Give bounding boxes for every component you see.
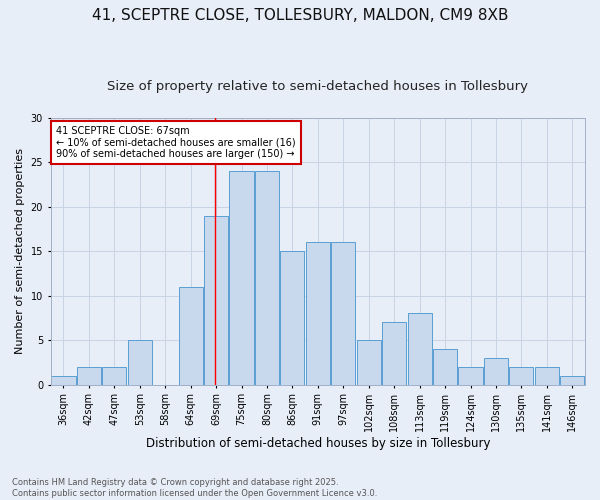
Bar: [128, 340, 152, 384]
Y-axis label: Number of semi-detached properties: Number of semi-detached properties: [15, 148, 25, 354]
Bar: [535, 367, 559, 384]
Bar: [204, 216, 228, 384]
Bar: [179, 286, 203, 384]
Bar: [77, 367, 101, 384]
Text: 41, SCEPTRE CLOSE, TOLLESBURY, MALDON, CM9 8XB: 41, SCEPTRE CLOSE, TOLLESBURY, MALDON, C…: [92, 8, 508, 22]
Bar: [458, 367, 482, 384]
Bar: [331, 242, 355, 384]
Bar: [229, 171, 254, 384]
Title: Size of property relative to semi-detached houses in Tollesbury: Size of property relative to semi-detach…: [107, 80, 529, 93]
Text: Contains HM Land Registry data © Crown copyright and database right 2025.
Contai: Contains HM Land Registry data © Crown c…: [12, 478, 377, 498]
Bar: [509, 367, 533, 384]
Text: 41 SCEPTRE CLOSE: 67sqm
← 10% of semi-detached houses are smaller (16)
90% of se: 41 SCEPTRE CLOSE: 67sqm ← 10% of semi-de…: [56, 126, 296, 159]
Bar: [280, 251, 304, 384]
Bar: [407, 314, 432, 384]
Bar: [382, 322, 406, 384]
Bar: [102, 367, 127, 384]
Bar: [484, 358, 508, 384]
Bar: [52, 376, 76, 384]
Bar: [255, 171, 279, 384]
Bar: [356, 340, 381, 384]
Bar: [306, 242, 330, 384]
Bar: [560, 376, 584, 384]
X-axis label: Distribution of semi-detached houses by size in Tollesbury: Distribution of semi-detached houses by …: [146, 437, 490, 450]
Bar: [433, 349, 457, 384]
